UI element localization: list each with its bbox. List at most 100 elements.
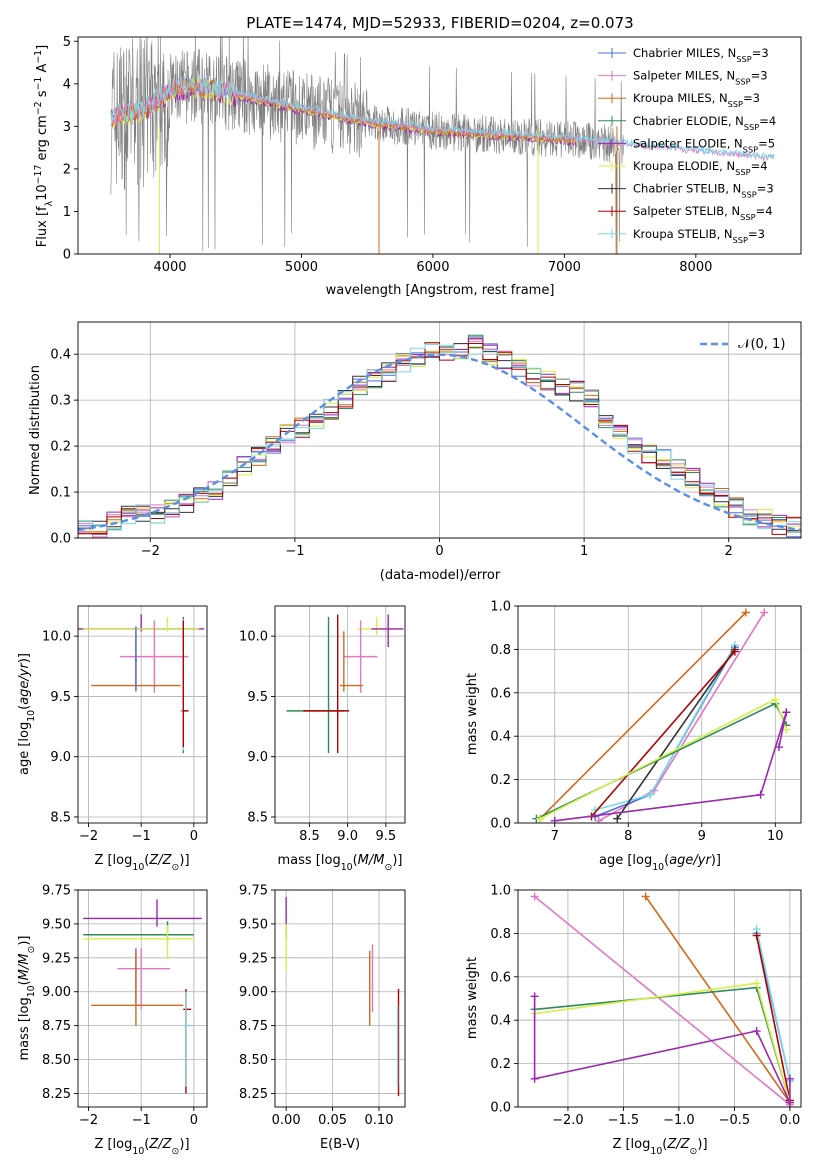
plot-area xyxy=(83,899,202,1094)
weight-marker xyxy=(730,647,739,656)
axes-frame xyxy=(77,889,208,1108)
x-tick-label: −1.0 xyxy=(663,1113,695,1128)
spectrum-legend: Chabrier MILES, NSSP=3 Salpeter MILES, NS… xyxy=(598,46,776,245)
x-tick-label: −1 xyxy=(132,829,151,844)
y-tick-label: 8.75 xyxy=(239,1019,268,1034)
legend-label: Kroupa STELIB, NSSP=3 xyxy=(633,227,765,245)
weight-marker xyxy=(774,743,783,752)
plot-area xyxy=(285,896,400,1097)
weight-marker xyxy=(530,892,539,901)
y-tick-label: 8.75 xyxy=(42,1019,71,1034)
axes-frame xyxy=(274,889,406,1108)
histogram-step xyxy=(78,342,801,535)
axes-frame xyxy=(77,36,802,255)
y-tick-label: 9.50 xyxy=(239,917,268,932)
y-tick-label: 0.0 xyxy=(50,532,71,547)
y-tick-label: 9.5 xyxy=(50,690,71,705)
x-tick-label: −2 xyxy=(141,544,160,559)
chart-residuals: −2 −1 0 1 2 0.0 0.1 0.2 0.3 0.4 𝒩(0, 1) (data-model… xyxy=(28,321,802,583)
x-tick-label: −2.0 xyxy=(552,1113,584,1128)
y-tick-label: 9.0 xyxy=(247,750,268,765)
x-tick-label: 9 xyxy=(698,829,706,844)
x-axis-label: Z [log10(Z/Z⊙)] xyxy=(94,853,189,873)
weight-marker xyxy=(782,708,791,717)
weight-marker xyxy=(771,695,780,704)
chart-weight_vs_Z: −2.0 −1.5 −1.0 −0.5 0.0 0.0 0.2 0.4 0.6 0.8 1.0 Z [… xyxy=(465,884,802,1157)
x-axis-label: age [log10(age/yr)] xyxy=(599,853,721,873)
weight-marker xyxy=(752,1027,761,1036)
x-tick-label: −1.5 xyxy=(608,1113,640,1128)
x-tick-label: −0.5 xyxy=(719,1113,751,1128)
x-tick-label: −2 xyxy=(79,1113,98,1128)
y-tick-label: 9.5 xyxy=(247,690,268,705)
y-tick-label: 9.25 xyxy=(239,951,268,966)
y-tick-label: 0.6 xyxy=(490,970,511,985)
weight-line xyxy=(539,698,788,820)
weight-marker xyxy=(646,790,655,799)
x-tick-label: 9.5 xyxy=(376,829,397,844)
y-tick-label: 10.0 xyxy=(239,630,268,645)
normal-curve xyxy=(78,353,801,532)
x-axis-label: E(B-V) xyxy=(320,1137,360,1152)
y-tick-label: 0.2 xyxy=(490,773,511,788)
legend-label: Chabrier ELODIE, NSSP=4 xyxy=(633,114,776,132)
x-tick-label: 10 xyxy=(767,829,784,844)
y-tick-label: 8.5 xyxy=(50,810,71,825)
chart-age_vs_Z: −2 −1 0 8.5 9.0 9.5 10.0 Z [log10(Z/Z⊙)] age [lo… xyxy=(17,605,208,873)
y-tick-label: 0.4 xyxy=(490,1014,511,1029)
legend-label: Salpeter ELODIE, NSSP=5 xyxy=(633,136,775,154)
weight-marker xyxy=(641,892,650,901)
weight-marker xyxy=(782,725,791,734)
y-tick-label: 3 xyxy=(63,120,71,135)
axes-frame xyxy=(517,889,802,1108)
x-tick-label: 4000 xyxy=(153,260,186,275)
y-tick-label: 1.0 xyxy=(490,884,511,899)
y-axis-label: age [log10(age/yr)] xyxy=(17,653,37,775)
chart-mass_vs_Z: −2 −1 0 8.25 8.50 8.75 9.00 9.25 9.50 9.75 Z [log1… xyxy=(17,884,208,1157)
legend-label: Chabrier STELIB, NSSP=3 xyxy=(633,182,774,200)
x-axis-label: Z [log10(Z/Z⊙)] xyxy=(94,1137,189,1157)
legend-label: 𝒩(0, 1) xyxy=(738,337,785,352)
x-axis-label: Z [log10(Z/Z⊙)] xyxy=(612,1137,707,1157)
y-tick-label: 9.75 xyxy=(42,884,71,899)
y-tick-label: 5 xyxy=(63,35,71,50)
x-tick-label: 0.10 xyxy=(365,1113,394,1128)
weight-line xyxy=(539,611,747,820)
y-tick-label: 9.25 xyxy=(42,951,71,966)
x-tick-label: 0.0 xyxy=(780,1113,801,1128)
legend-label: Kroupa ELODIE, NSSP=4 xyxy=(633,159,768,177)
weight-line xyxy=(534,895,791,1106)
x-tick-label: 8000 xyxy=(679,260,712,275)
weight-marker xyxy=(530,1074,539,1083)
y-tick-label: 0.8 xyxy=(490,643,511,658)
y-tick-label: 0.4 xyxy=(490,730,511,745)
weight-line xyxy=(755,928,791,1082)
weight-marker xyxy=(785,1098,794,1107)
y-tick-label: 8.25 xyxy=(42,1087,71,1102)
x-tick-label: 8.5 xyxy=(299,829,320,844)
plot-area xyxy=(532,608,791,823)
x-tick-label: 8 xyxy=(624,829,632,844)
weight-line xyxy=(554,712,788,822)
y-axis-label: mass weight xyxy=(465,957,480,1039)
y-tick-label: 8.50 xyxy=(42,1053,71,1068)
y-tick-label: 8.25 xyxy=(239,1087,268,1102)
chart-mass_vs_EBV: 0.00 0.05 0.10 8.25 8.50 8.75 9.00 9.25 9.50 9.75… xyxy=(239,884,406,1152)
x-axis-label: wavelength [Angstrom, rest frame] xyxy=(326,283,555,298)
y-tick-label: 0.0 xyxy=(490,1101,511,1116)
weight-line xyxy=(534,986,791,1103)
y-axis-label: mass [log10(M/M⊙)] xyxy=(17,936,37,1061)
weight-line xyxy=(594,644,736,811)
x-tick-label: 1 xyxy=(580,544,588,559)
weight-line xyxy=(533,996,791,1104)
x-tick-label: 6000 xyxy=(416,260,449,275)
x-tick-label: 0.05 xyxy=(318,1113,347,1128)
y-tick-label: 9.00 xyxy=(42,985,71,1000)
figure-title: PLATE=1474, MJD=52933, FIBERID=0204, z=0… xyxy=(246,14,633,32)
model-spectrum-line xyxy=(110,76,775,162)
legend-label: Salpeter STELIB, NSSP=4 xyxy=(633,204,773,222)
y-tick-label: 8.50 xyxy=(239,1053,268,1068)
y-tick-label: 0.2 xyxy=(490,1057,511,1072)
axes-frame xyxy=(517,605,802,824)
